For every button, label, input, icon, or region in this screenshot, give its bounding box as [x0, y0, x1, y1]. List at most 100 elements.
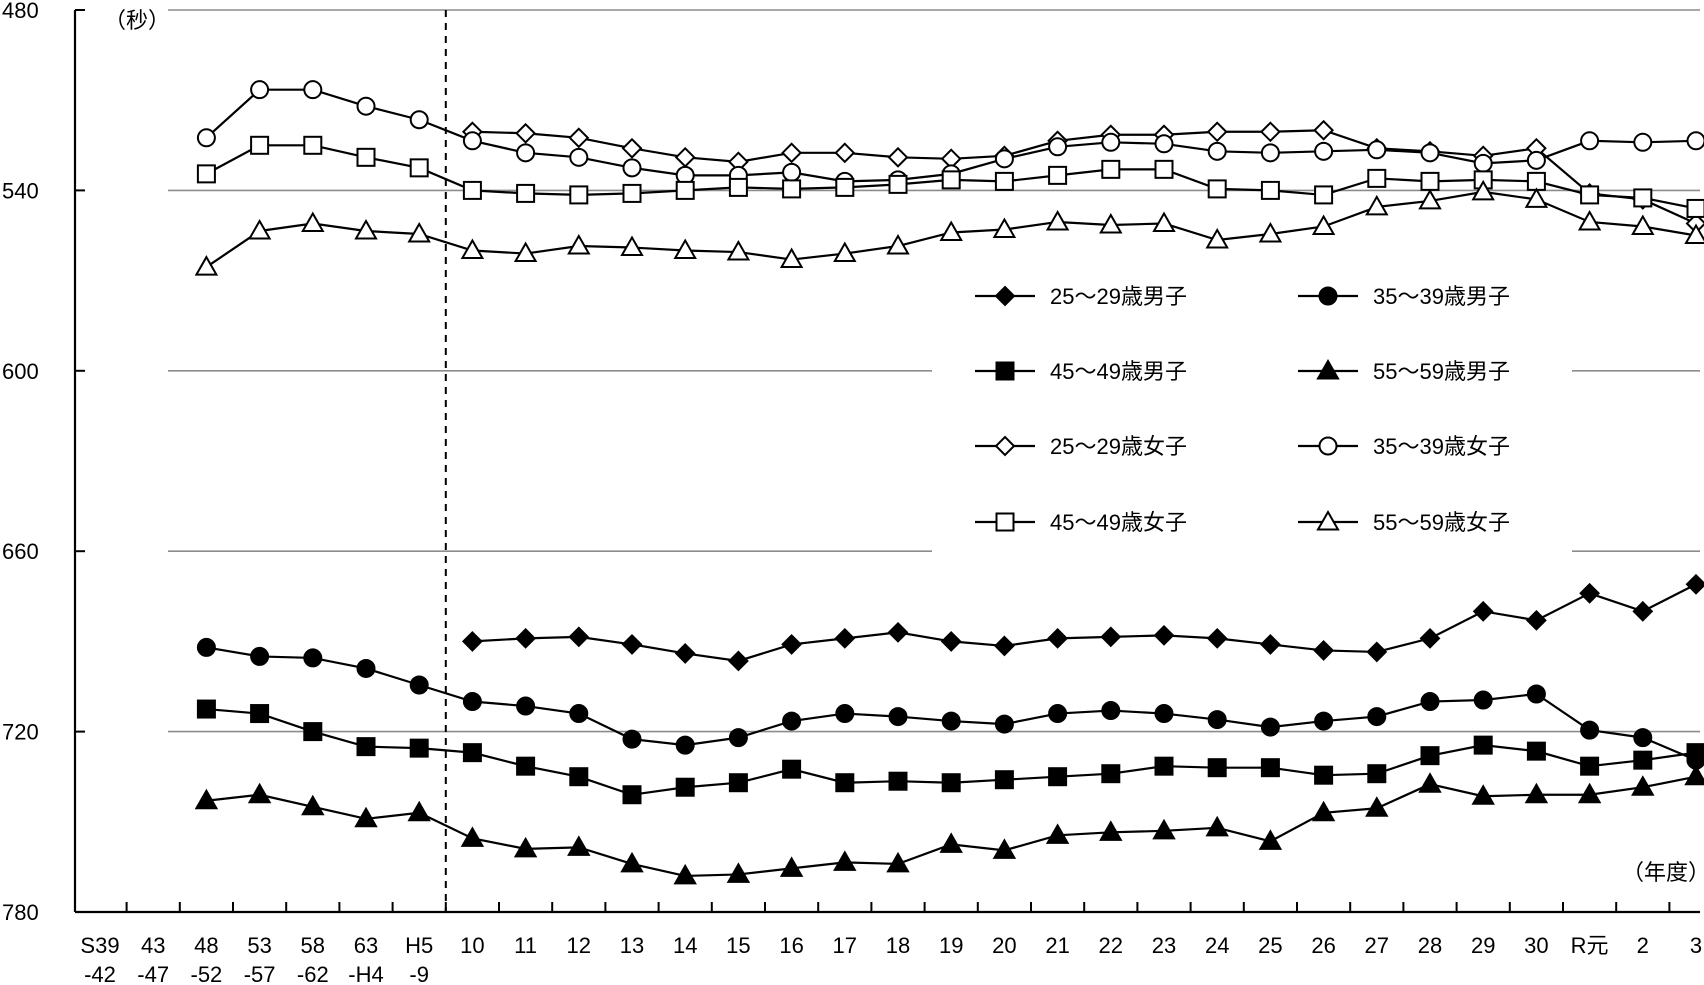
x-tick-label: 21	[1045, 933, 1069, 958]
data-point	[1524, 782, 1549, 804]
data-point	[515, 627, 537, 649]
data-point	[1471, 179, 1495, 201]
series-line	[472, 583, 1697, 663]
data-point	[887, 146, 909, 168]
data-point	[569, 147, 589, 167]
series-3	[196, 699, 1704, 805]
data-point	[728, 177, 748, 197]
data-point	[728, 728, 748, 748]
x-tick-label: 10	[460, 933, 484, 958]
data-point	[1526, 684, 1546, 704]
data-point	[516, 183, 536, 203]
data-point	[1099, 212, 1123, 234]
data-point	[354, 218, 378, 240]
legend-label: 25～29歳女子	[1050, 434, 1187, 459]
x-tick-label: 3	[1690, 933, 1702, 958]
data-point	[726, 240, 751, 261]
data-point	[1154, 134, 1174, 154]
data-point	[1471, 784, 1495, 805]
legend-marker	[1316, 509, 1340, 531]
data-point	[515, 122, 537, 144]
data-point	[941, 170, 961, 190]
data-point	[1313, 640, 1335, 661]
x-tick-label: 2	[1637, 933, 1649, 958]
data-point	[1526, 171, 1546, 191]
legend-marker	[1316, 358, 1340, 380]
data-point	[516, 696, 536, 716]
legend-marker	[995, 512, 1015, 532]
x-tick-label: 14	[673, 933, 697, 958]
data-point	[1472, 600, 1494, 622]
series-layer	[194, 80, 1704, 885]
data-point	[409, 738, 429, 758]
data-point	[1313, 119, 1335, 141]
data-point	[941, 773, 961, 793]
data-point	[1420, 171, 1440, 191]
data-point	[1580, 756, 1600, 776]
data-point	[621, 633, 643, 655]
x-tick-label-line2: -42	[84, 962, 116, 985]
data-point	[888, 174, 908, 194]
x-tick-label: 22	[1099, 933, 1123, 958]
data-point	[1473, 690, 1493, 710]
data-point	[1684, 223, 1704, 244]
data-point	[673, 238, 697, 260]
data-point	[462, 131, 482, 151]
data-point	[781, 633, 803, 655]
data-point	[1260, 180, 1280, 200]
data-point	[1260, 758, 1280, 778]
x-tick-label: 23	[1152, 933, 1176, 958]
data-point	[834, 627, 856, 649]
data-point	[1631, 775, 1655, 796]
data-point	[356, 147, 376, 167]
data-point	[1685, 573, 1704, 595]
x-unit-label: （年度）	[1622, 860, 1704, 885]
data-point	[1207, 710, 1227, 730]
data-point	[994, 770, 1014, 790]
data-point	[782, 162, 802, 182]
legend-label: 35～39歳男子	[1373, 284, 1510, 309]
data-point	[1684, 764, 1704, 786]
data-point	[513, 241, 538, 263]
data-point	[1631, 214, 1655, 235]
y-tick-label: 720	[2, 720, 39, 745]
data-point	[569, 704, 589, 724]
x-tick-label: 20	[992, 933, 1016, 958]
x-tick-label-line2: -62	[297, 962, 329, 985]
data-point	[1101, 701, 1121, 721]
data-point	[1633, 132, 1653, 152]
data-point	[675, 777, 695, 797]
data-point	[1101, 764, 1121, 784]
data-point	[1580, 131, 1600, 151]
data-point	[1311, 800, 1336, 822]
data-point	[462, 692, 482, 712]
data-point	[1686, 743, 1704, 763]
data-point	[1207, 141, 1227, 161]
data-point	[461, 630, 483, 652]
data-point	[569, 767, 589, 787]
data-point	[994, 149, 1014, 169]
data-point	[1633, 728, 1653, 748]
data-point	[782, 711, 802, 731]
x-tick-label: 53	[247, 933, 271, 958]
x-tick-label: 24	[1205, 933, 1229, 958]
legend-item: 25～29歳女子	[975, 434, 1187, 459]
legend-label: 25～29歳男子	[1050, 284, 1187, 309]
data-point	[1367, 764, 1387, 784]
data-point	[728, 773, 748, 793]
series-line	[206, 646, 1697, 762]
x-tick-label: 11	[514, 933, 537, 958]
data-point	[781, 142, 803, 164]
data-point	[1314, 185, 1334, 205]
data-point	[1580, 720, 1600, 740]
data-point	[250, 704, 270, 724]
x-tick-label: H5	[405, 933, 433, 958]
legend-marker	[1318, 286, 1338, 306]
x-tick-label: 30	[1524, 933, 1548, 958]
series-5	[461, 119, 1704, 234]
x-tick-label: 27	[1365, 933, 1389, 958]
data-point	[835, 704, 855, 724]
data-point	[1206, 627, 1228, 649]
data-point	[675, 180, 695, 200]
data-point	[1258, 829, 1283, 850]
